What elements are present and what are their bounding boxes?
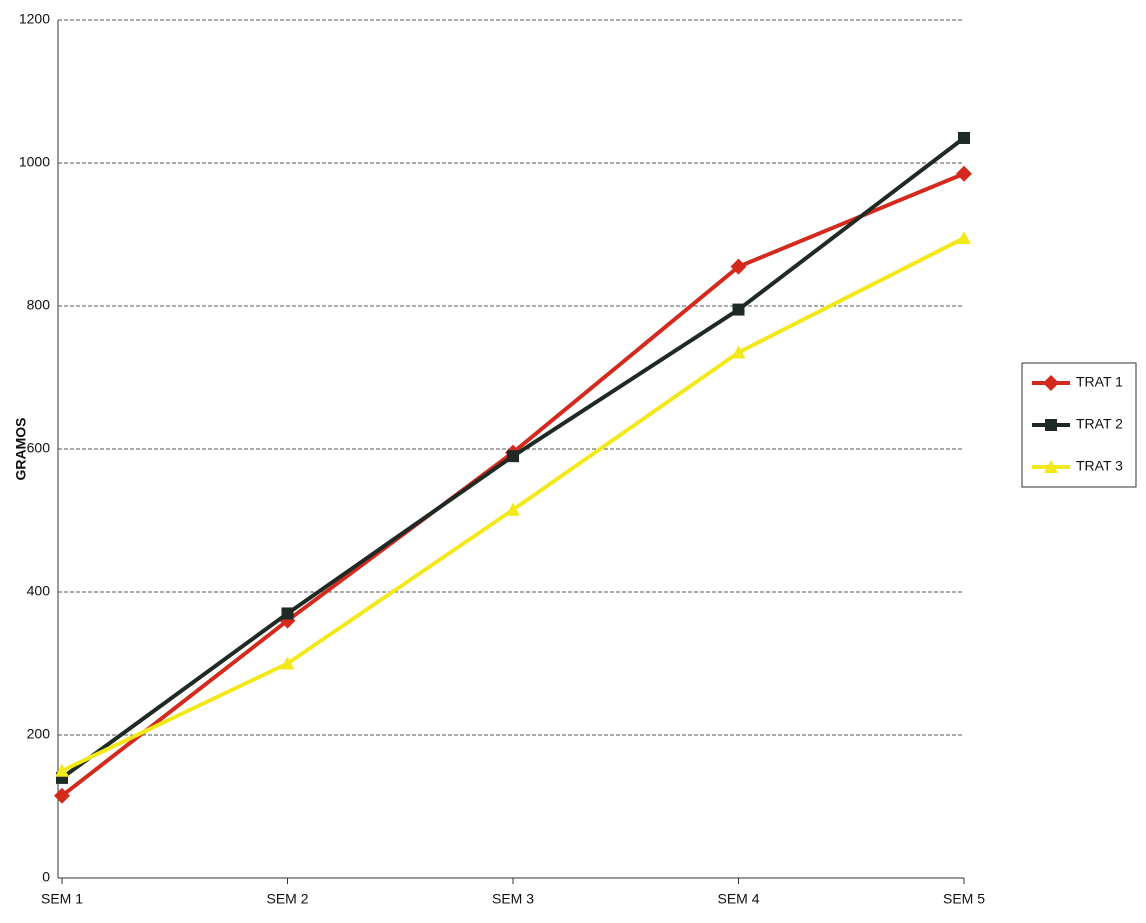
x-tick-label: SEM 3 xyxy=(492,891,534,907)
x-tick-label: SEM 4 xyxy=(717,891,759,907)
y-tick-label: 1200 xyxy=(19,11,50,27)
y-tick-label: 600 xyxy=(27,440,51,456)
marker xyxy=(54,787,70,804)
x-tick-label: SEM 1 xyxy=(41,891,83,907)
legend-marker xyxy=(1043,375,1059,391)
y-tick-label: 800 xyxy=(27,297,51,313)
x-tick-label: SEM 5 xyxy=(943,891,985,907)
marker xyxy=(732,303,745,316)
marker xyxy=(730,258,747,275)
marker xyxy=(957,231,971,245)
y-tick-label: 1000 xyxy=(19,154,50,170)
marker xyxy=(55,763,69,777)
legend-label: TRAT 2 xyxy=(1076,416,1123,432)
marker xyxy=(506,502,520,516)
marker xyxy=(958,131,970,144)
marker xyxy=(956,165,972,182)
marker xyxy=(280,656,295,670)
marker xyxy=(731,345,746,359)
x-tick-label: SEM 2 xyxy=(266,891,308,907)
y-tick-label: 400 xyxy=(27,583,51,599)
y-tick-label: 0 xyxy=(42,869,50,885)
legend-marker xyxy=(1045,419,1057,431)
y-tick-label: 200 xyxy=(27,726,51,742)
legend-label: TRAT 1 xyxy=(1076,374,1123,390)
marker xyxy=(281,607,294,620)
legend-label: TRAT 3 xyxy=(1076,458,1123,474)
y-axis-label: GRAMOS xyxy=(13,418,29,481)
marker xyxy=(507,450,519,463)
legend-marker xyxy=(1044,460,1058,473)
